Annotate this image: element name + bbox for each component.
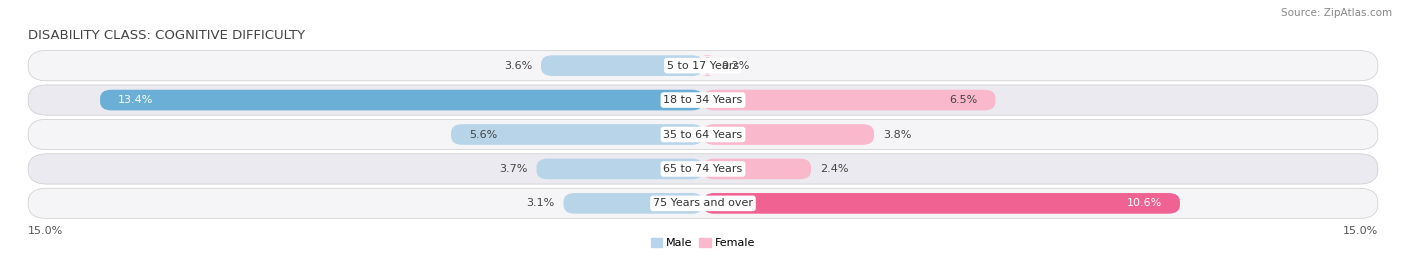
Text: 3.6%: 3.6% (503, 61, 531, 71)
Text: 5 to 17 Years: 5 to 17 Years (666, 61, 740, 71)
Text: 65 to 74 Years: 65 to 74 Years (664, 164, 742, 174)
Text: 18 to 34 Years: 18 to 34 Years (664, 95, 742, 105)
FancyBboxPatch shape (700, 55, 714, 76)
Text: 75 Years and over: 75 Years and over (652, 198, 754, 208)
Text: 5.6%: 5.6% (470, 129, 498, 140)
Text: 3.8%: 3.8% (883, 129, 911, 140)
FancyBboxPatch shape (703, 90, 995, 110)
FancyBboxPatch shape (28, 85, 1378, 115)
Text: 3.7%: 3.7% (499, 164, 527, 174)
Text: Source: ZipAtlas.com: Source: ZipAtlas.com (1281, 8, 1392, 18)
Text: 6.5%: 6.5% (949, 95, 977, 105)
Text: 10.6%: 10.6% (1126, 198, 1161, 208)
FancyBboxPatch shape (28, 51, 1378, 81)
Text: 2.4%: 2.4% (820, 164, 848, 174)
Text: 13.4%: 13.4% (118, 95, 153, 105)
FancyBboxPatch shape (28, 119, 1378, 150)
FancyBboxPatch shape (28, 188, 1378, 218)
FancyBboxPatch shape (703, 159, 811, 179)
FancyBboxPatch shape (564, 193, 703, 214)
FancyBboxPatch shape (451, 124, 703, 145)
FancyBboxPatch shape (541, 55, 703, 76)
Text: DISABILITY CLASS: COGNITIVE DIFFICULTY: DISABILITY CLASS: COGNITIVE DIFFICULTY (28, 30, 305, 43)
FancyBboxPatch shape (100, 90, 703, 110)
Text: 3.1%: 3.1% (526, 198, 554, 208)
Text: 35 to 64 Years: 35 to 64 Years (664, 129, 742, 140)
Text: 15.0%: 15.0% (28, 226, 63, 236)
FancyBboxPatch shape (537, 159, 703, 179)
Legend: Male, Female: Male, Female (647, 233, 759, 253)
FancyBboxPatch shape (703, 193, 1180, 214)
Text: 0.2%: 0.2% (721, 61, 749, 71)
FancyBboxPatch shape (703, 124, 875, 145)
FancyBboxPatch shape (28, 154, 1378, 184)
Text: 15.0%: 15.0% (1343, 226, 1378, 236)
